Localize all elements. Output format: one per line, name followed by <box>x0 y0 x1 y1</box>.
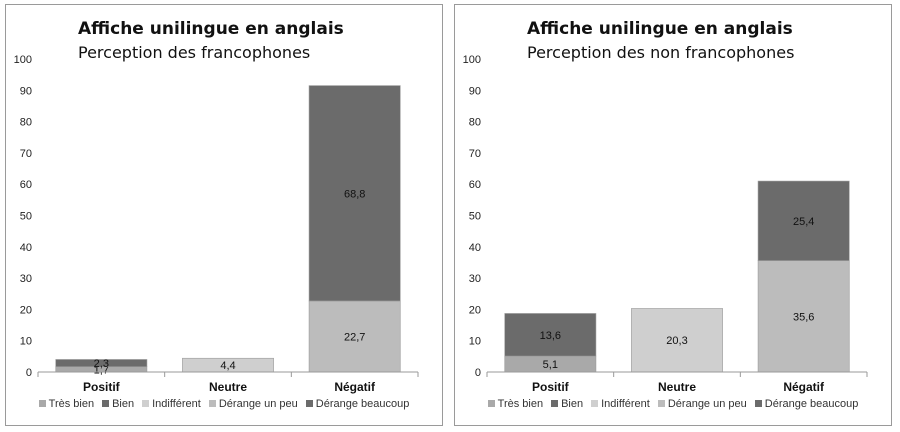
y-tick-label: 0 <box>475 367 481 379</box>
legend-swatch <box>208 400 216 407</box>
data-label: 1,7 <box>94 364 109 376</box>
y-tick-label: 40 <box>20 242 32 254</box>
y-tick-label: 60 <box>20 179 32 191</box>
legend-label: Très bien <box>497 398 544 410</box>
legend-item: Indifférent <box>142 398 201 410</box>
data-label: 13,6 <box>540 330 561 342</box>
category-label: Neutre <box>658 380 696 394</box>
bar-segment <box>631 308 723 373</box>
legend-swatch <box>305 400 313 407</box>
data-label: 5,1 <box>543 359 558 371</box>
legend-label: Indifférent <box>601 398 650 410</box>
y-tick-label: 90 <box>469 85 481 97</box>
legend-item: Dérange un peu <box>208 398 298 410</box>
legend-swatch <box>487 400 495 407</box>
legend-swatch <box>38 400 46 407</box>
y-tick-label: 10 <box>469 336 481 348</box>
category-label: Neutre <box>209 380 247 394</box>
legend-label: Dérange beaucoup <box>315 398 410 410</box>
legend-label: Dérange un peu <box>667 398 747 410</box>
legend-item: Dérange beaucoup <box>754 398 859 410</box>
legend-swatch <box>551 400 559 407</box>
legend-label: Très bien <box>48 398 95 410</box>
legend-swatch <box>102 400 110 407</box>
data-label: 35,6 <box>793 311 814 323</box>
chart-plot-non-francophones: 0 10 20 30 40 50 60 70 80 90 100 5,1 13,6 Positif 20,3… <box>463 54 868 394</box>
chart-plot-francophones: 0 10 20 30 40 50 60 70 80 90 100 1,72,3 Positif 4,4 Ne… <box>14 54 419 394</box>
y-tick-label: 60 <box>469 179 481 191</box>
legend-item: Bien <box>102 398 134 410</box>
legend-label: Dérange un peu <box>218 398 298 410</box>
bar-segment <box>55 359 148 367</box>
legend-swatch <box>142 400 150 407</box>
chart-legend: Très bien Bien Indifférent Dérange un peu Dé… <box>455 398 891 410</box>
y-tick-label: 100 <box>14 54 32 66</box>
data-label: 20,3 <box>666 335 687 347</box>
data-label: 68,8 <box>344 188 365 200</box>
y-tick-label: 20 <box>469 304 481 316</box>
y-tick-label: 20 <box>20 304 32 316</box>
chart-title: Affiche unilingue en anglais <box>78 19 344 39</box>
category-label: Négatif <box>783 380 825 394</box>
legend-label: Dérange beaucoup <box>764 398 859 410</box>
y-tick-label: 80 <box>20 117 32 129</box>
bar-segment <box>757 180 850 261</box>
chart-subtitle: Perception des francophones <box>78 43 311 62</box>
category-label: Positif <box>83 380 121 394</box>
y-tick-label: 40 <box>469 242 481 254</box>
bar-segment <box>504 313 597 357</box>
legend-item: Dérange un peu <box>657 398 747 410</box>
legend-item: Bien <box>551 398 583 410</box>
bar-segment <box>308 85 401 302</box>
legend-label: Bien <box>561 398 584 410</box>
y-tick-label: 50 <box>469 211 481 223</box>
data-label: 22,7 <box>344 331 365 343</box>
legend-item: Très bien <box>38 398 95 410</box>
y-tick-label: 30 <box>469 273 481 285</box>
y-tick-label: 30 <box>20 273 32 285</box>
y-tick-label: 100 <box>463 54 481 66</box>
legend-item: Indifférent <box>591 398 650 410</box>
chart-panel-francophones: Affiche unilingue en anglais Perception … <box>5 4 443 426</box>
category-label: Positif <box>532 380 570 394</box>
data-label: 4,4 <box>220 360 235 372</box>
bar-segment <box>308 300 401 373</box>
legend-swatch <box>754 400 762 407</box>
data-label: 25,4 <box>793 216 814 228</box>
chart-legend: Très bien Bien Indifférent Dérange un peu Dé… <box>6 398 442 410</box>
legend-item: Très bien <box>487 398 544 410</box>
category-label: Négatif <box>334 380 376 394</box>
y-tick-label: 50 <box>20 211 32 223</box>
chart-title: Affiche unilingue en anglais <box>527 19 793 39</box>
y-tick-label: 0 <box>26 367 32 379</box>
legend-swatch <box>591 400 599 407</box>
legend-label: Indifférent <box>152 398 201 410</box>
chart-panel-non-francophones: Affiche unilingue en anglais Perception … <box>454 4 892 426</box>
legend-swatch <box>657 400 665 407</box>
chart-subtitle: Perception des non francophones <box>527 43 795 62</box>
legend-item: Dérange beaucoup <box>305 398 410 410</box>
data-label: 2,3 <box>94 358 109 370</box>
y-tick-label: 70 <box>469 148 481 160</box>
y-tick-label: 90 <box>20 85 32 97</box>
bar-segment <box>757 260 850 373</box>
legend-label: Bien <box>112 398 135 410</box>
y-tick-label: 10 <box>20 336 32 348</box>
y-tick-label: 80 <box>469 117 481 129</box>
y-tick-label: 70 <box>20 148 32 160</box>
